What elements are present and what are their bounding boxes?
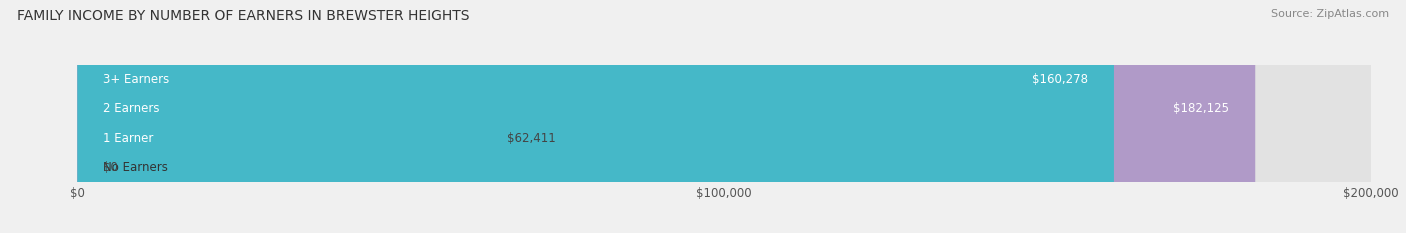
FancyBboxPatch shape bbox=[77, 0, 1256, 233]
Text: 2 Earners: 2 Earners bbox=[103, 103, 160, 115]
FancyBboxPatch shape bbox=[77, 0, 481, 233]
FancyBboxPatch shape bbox=[77, 0, 1371, 233]
Text: $0: $0 bbox=[103, 161, 118, 174]
Text: FAMILY INCOME BY NUMBER OF EARNERS IN BREWSTER HEIGHTS: FAMILY INCOME BY NUMBER OF EARNERS IN BR… bbox=[17, 9, 470, 23]
FancyBboxPatch shape bbox=[77, 0, 149, 233]
Text: No Earners: No Earners bbox=[103, 161, 169, 174]
Text: $62,411: $62,411 bbox=[506, 132, 555, 144]
Text: 3+ Earners: 3+ Earners bbox=[103, 73, 170, 86]
Text: 1 Earner: 1 Earner bbox=[103, 132, 153, 144]
FancyBboxPatch shape bbox=[77, 0, 1371, 233]
Text: $182,125: $182,125 bbox=[1174, 103, 1229, 115]
Text: Source: ZipAtlas.com: Source: ZipAtlas.com bbox=[1271, 9, 1389, 19]
FancyBboxPatch shape bbox=[77, 0, 1371, 233]
Text: $160,278: $160,278 bbox=[1032, 73, 1088, 86]
FancyBboxPatch shape bbox=[77, 0, 1114, 233]
FancyBboxPatch shape bbox=[77, 0, 1371, 233]
